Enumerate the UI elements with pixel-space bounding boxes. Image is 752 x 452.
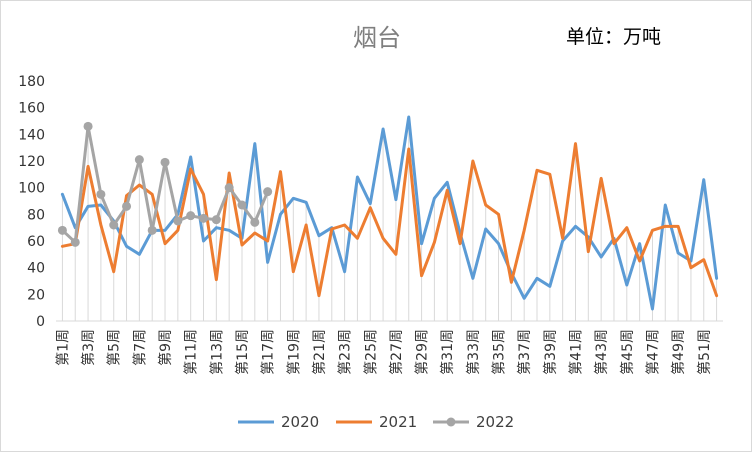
y-axis-ticks: 0 20 40 60 80 100 120 140 160 180	[18, 74, 45, 330]
x-tick-label: 第35周	[491, 329, 508, 375]
data-point-2022	[122, 201, 132, 211]
legend-label: 2022	[476, 413, 514, 431]
legend-label: 2021	[379, 413, 417, 431]
x-tick-label: 第51周	[696, 329, 713, 375]
x-tick-label: 第5周	[106, 329, 123, 366]
unit-label: 单位：万吨	[566, 26, 661, 48]
data-point-2022	[83, 121, 93, 131]
series-layer	[57, 115, 719, 311]
data-point-2022	[147, 225, 157, 235]
y-tick-label: 0	[36, 314, 45, 330]
data-point-2022	[250, 217, 260, 227]
x-tick-label: 第47周	[644, 329, 661, 375]
x-tick-label: 第45周	[619, 329, 636, 375]
x-tick-label: 第41周	[567, 329, 584, 375]
data-point-2022	[199, 213, 209, 223]
series-2021	[60, 142, 719, 298]
x-axis-ticks: 第1周 第3周 第5周 第7周 第9周 第11周 第13周 第15周 第17周 第19周 第21周第…	[54, 329, 712, 375]
x-tick-label: 第21周	[311, 329, 328, 375]
y-tick-label: 20	[27, 287, 45, 303]
x-tick-label: 第17周	[260, 329, 277, 375]
legend-label: 2020	[281, 413, 319, 431]
chart-title: 烟台	[353, 24, 401, 52]
x-tick-label: 第31周	[439, 329, 456, 375]
x-tick-label: 第27周	[388, 329, 405, 375]
data-point-2022	[173, 216, 183, 226]
series-line-2020	[60, 115, 719, 311]
x-tick-label: 第25周	[362, 329, 379, 375]
y-tick-label: 80	[27, 207, 45, 223]
legend-item-2020: 2020	[238, 413, 319, 431]
x-tick-label: 第1周	[54, 329, 71, 366]
data-point-2022	[237, 200, 247, 210]
legend-item-2021: 2021	[336, 413, 417, 431]
y-tick-label: 60	[27, 234, 45, 250]
x-tick-label: 第49周	[670, 329, 687, 375]
data-point-2022	[263, 187, 273, 197]
x-tick-label: 第19周	[285, 329, 302, 375]
y-tick-label: 100	[18, 181, 45, 197]
y-tick-label: 40	[27, 261, 45, 277]
data-point-2022	[109, 220, 119, 230]
y-tick-label: 160	[18, 101, 45, 117]
y-tick-label: 140	[18, 127, 45, 143]
x-tick-label: 第11周	[183, 329, 200, 375]
y-tick-label: 120	[18, 154, 45, 170]
x-tick-label: 第23周	[337, 329, 354, 375]
data-point-2022	[96, 189, 106, 199]
x-tick-label: 第39周	[542, 329, 559, 375]
data-point-2022	[186, 211, 196, 221]
x-tick-label: 第9周	[157, 329, 174, 366]
x-tick-label: 第13周	[208, 329, 225, 375]
data-point-2022	[57, 225, 67, 235]
legend-item-2022: 2022	[433, 413, 514, 431]
data-point-2022	[134, 155, 144, 165]
series-2022	[57, 121, 273, 247]
data-point-2022	[211, 215, 221, 225]
series-2020	[60, 115, 719, 311]
legend: 2020 2021 2022	[238, 413, 514, 431]
data-point-2022	[224, 183, 234, 193]
x-tick-label: 第15周	[234, 329, 251, 375]
x-tick-label: 第43周	[593, 329, 610, 375]
drop-lines	[61, 117, 718, 321]
y-tick-label: 180	[18, 74, 45, 90]
x-tick-label: 第37周	[516, 329, 533, 375]
legend-marker	[446, 417, 456, 427]
data-point-2022	[70, 237, 80, 247]
data-point-2022	[160, 157, 170, 167]
x-tick-label: 第7周	[131, 329, 148, 366]
series-line-2021	[60, 142, 719, 298]
x-tick-label: 第33周	[465, 329, 482, 375]
x-tick-label: 第29周	[414, 329, 431, 375]
x-tick-label: 第3周	[80, 329, 97, 366]
